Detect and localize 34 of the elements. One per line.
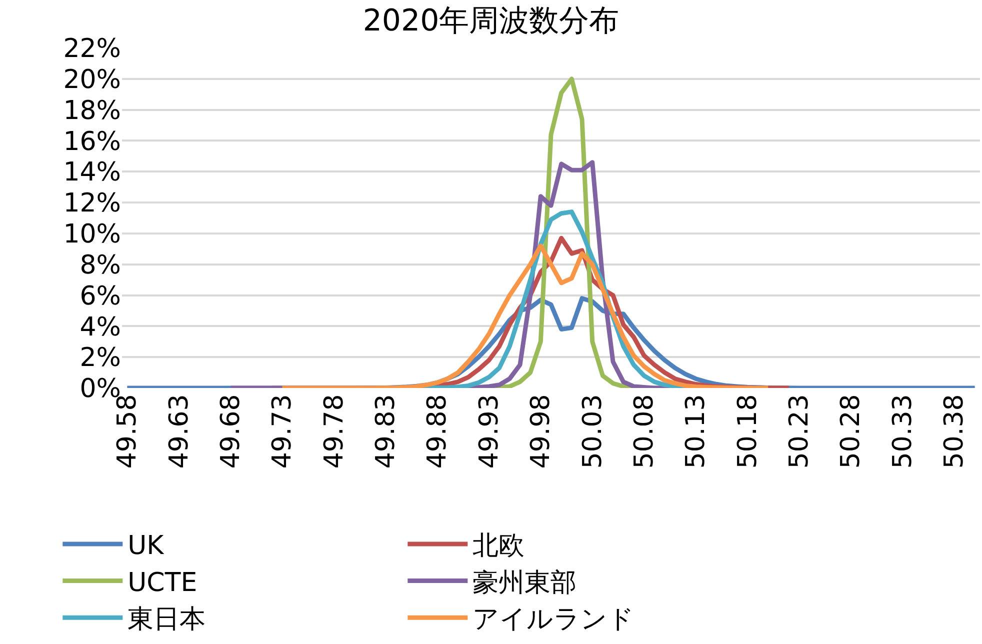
legend-label: UCTE bbox=[128, 568, 198, 598]
x-tick-label: 49.63 bbox=[164, 394, 194, 469]
x-tick-label: 50.13 bbox=[681, 394, 712, 469]
y-tick-label: 22% bbox=[63, 34, 121, 64]
x-tick-label: 50.23 bbox=[784, 394, 815, 469]
x-tick-label: 49.93 bbox=[474, 394, 504, 469]
y-tick-label: 2% bbox=[80, 343, 121, 374]
x-tick-label: 49.78 bbox=[319, 394, 350, 469]
x-tick-label: 50.28 bbox=[836, 394, 866, 469]
y-tick-label: 20% bbox=[63, 65, 121, 96]
y-tick-label: 10% bbox=[63, 220, 121, 250]
legend-label: アイルランド bbox=[472, 604, 635, 635]
x-tick-label: 50.08 bbox=[629, 394, 660, 469]
x-tick-label: 50.38 bbox=[940, 394, 970, 469]
x-tick-label: 49.68 bbox=[216, 394, 246, 469]
x-tick-label: 50.03 bbox=[578, 394, 608, 469]
x-tick-label: 49.88 bbox=[422, 394, 453, 469]
x-tick-label: 49.73 bbox=[268, 394, 298, 469]
legend-label: 北欧 bbox=[472, 531, 525, 562]
y-tick-label: 16% bbox=[63, 126, 121, 157]
x-tick-label: 49.98 bbox=[526, 394, 556, 469]
y-tick-label: 8% bbox=[80, 250, 121, 280]
y-tick-label: 18% bbox=[63, 96, 121, 126]
y-tick-label: 12% bbox=[63, 188, 121, 219]
chart-title: 2020年周波数分布 bbox=[362, 4, 620, 39]
x-tick-label: 50.33 bbox=[888, 394, 918, 469]
y-tick-label: 14% bbox=[63, 158, 121, 188]
legend-label: UK bbox=[128, 531, 165, 562]
x-tick-label: 49.83 bbox=[371, 394, 402, 469]
x-tick-label: 50.18 bbox=[732, 394, 763, 469]
legend-label: 豪州東部 bbox=[472, 568, 577, 598]
y-tick-label: 4% bbox=[80, 312, 121, 342]
y-tick-label: 6% bbox=[80, 281, 121, 312]
legend-label: 東日本 bbox=[128, 604, 206, 635]
